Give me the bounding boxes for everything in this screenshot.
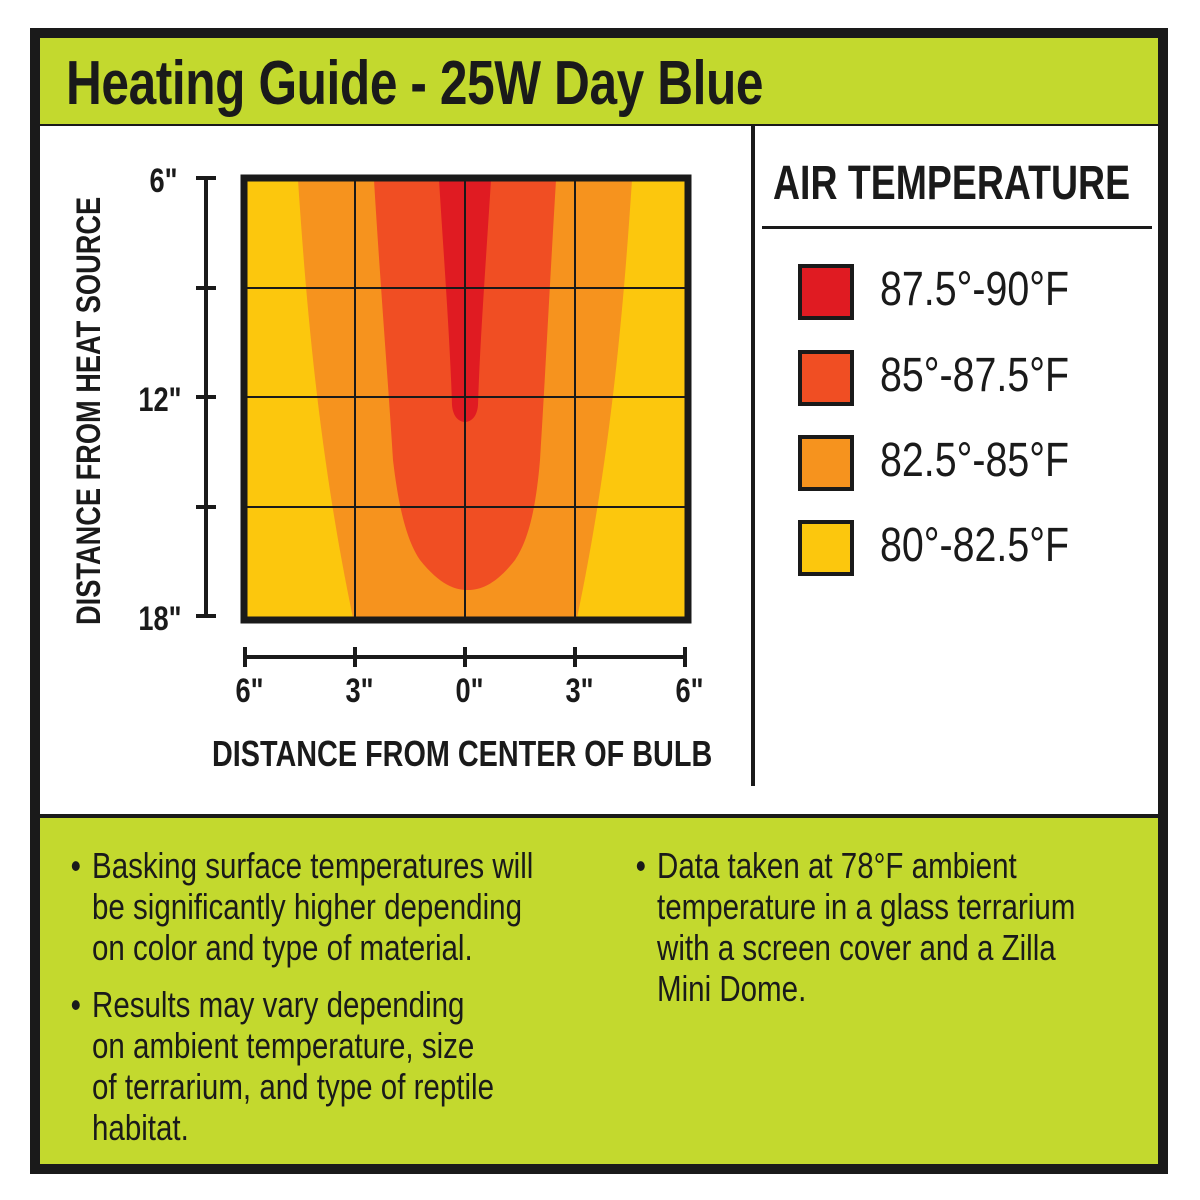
panel-divider <box>751 126 755 786</box>
plot-border <box>240 174 692 624</box>
note-line: habitat. <box>92 1107 189 1148</box>
legend-swatch <box>798 350 854 406</box>
legend-swatch <box>798 264 854 320</box>
legend-label: 82.5°-85°F <box>880 434 1070 487</box>
note-line: with a screen cover and a Zilla <box>657 927 1056 968</box>
x-tick-right-6: 6" <box>675 672 704 710</box>
x-tick-left-3: 3" <box>345 672 374 710</box>
note-line: Mini Dome. <box>657 968 807 1009</box>
legend-swatch <box>798 435 854 491</box>
bullet-icon: • <box>70 845 82 886</box>
x-axis-label: DISTANCE FROM CENTER OF BULB <box>212 733 713 774</box>
note-line: on color and type of material. <box>92 927 473 968</box>
y-tick-6: 6" <box>149 162 178 200</box>
grid-lines <box>246 180 686 618</box>
header-band <box>40 38 1158 124</box>
legend-rule <box>762 226 1152 229</box>
y-tick-12: 12" <box>138 381 182 419</box>
note-results: • Results may vary depending on ambient … <box>71 984 495 1148</box>
y-axis <box>196 176 216 618</box>
note-line: be significantly higher depending <box>92 886 522 927</box>
page-title: Heating Guide - 25W Day Blue <box>66 49 764 118</box>
y-axis-label: DISTANCE FROM HEAT SOURCE <box>70 196 108 626</box>
bullet-icon: • <box>70 984 82 1025</box>
x-tick-0: 0" <box>455 672 484 710</box>
bullet-icon: • <box>635 845 647 886</box>
note-line: temperature in a glass terrarium <box>657 886 1076 927</box>
note-line: Results may vary depending <box>92 984 465 1025</box>
note-data: • Data taken at 78°F ambient temperature… <box>636 845 1076 1009</box>
legend-label: 85°-87.5°F <box>880 349 1070 402</box>
y-tick-18: 18" <box>138 600 182 638</box>
legend-swatch <box>798 520 854 576</box>
note-line: Data taken at 78°F ambient <box>657 845 1017 886</box>
note-basking: • Basking surface temperatures will be s… <box>71 845 534 968</box>
note-line: on ambient temperature, size <box>92 1025 475 1066</box>
x-tick-left-6: 6" <box>235 672 264 710</box>
note-line: of terrarium, and type of reptile <box>92 1066 495 1107</box>
x-tick-right-3: 3" <box>565 672 594 710</box>
x-axis <box>243 647 687 667</box>
legend-label: 80°-82.5°F <box>880 519 1070 572</box>
legend-title: AIR TEMPERATURE <box>773 157 1131 210</box>
legend-label: 87.5°-90°F <box>880 263 1070 316</box>
notes-panel <box>40 818 1158 1164</box>
note-line: Basking surface temperatures will <box>92 845 534 886</box>
